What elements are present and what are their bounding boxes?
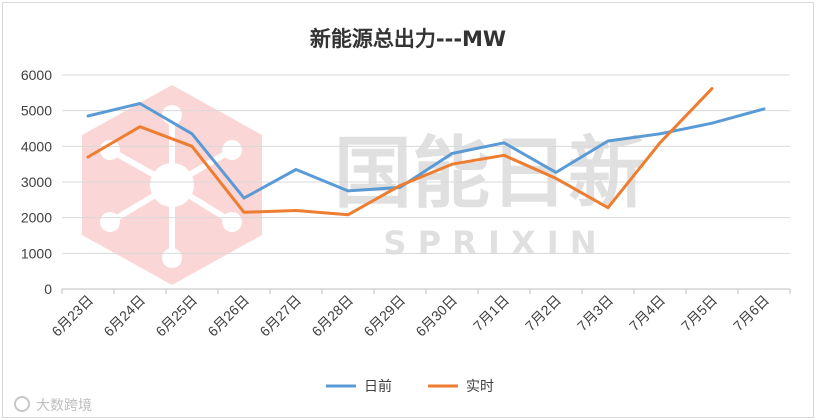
y-axis: 0 1000 2000 3000 4000 5000 6000 xyxy=(21,67,52,297)
watermark-logo-text: 国能日新 xyxy=(334,129,646,219)
y-tick-label: 0 xyxy=(44,281,52,297)
series-line-1 xyxy=(86,102,766,200)
watermark-logo-latin: S P R I X I N xyxy=(383,224,596,262)
legend-label: 实时 xyxy=(466,379,494,395)
y-tick-label: 6000 xyxy=(21,67,52,83)
legend-label: 日前 xyxy=(364,378,392,395)
y-tick-label: 4000 xyxy=(21,138,52,154)
chart-title: 新能源总出力---MW xyxy=(310,27,506,51)
source-watermark: 大数跨境 xyxy=(14,396,92,414)
series-line-2 xyxy=(86,87,714,217)
y-tick-label: 3000 xyxy=(21,174,52,190)
source-watermark-text: 大数跨境 xyxy=(36,398,92,414)
weibo-icon xyxy=(14,396,30,412)
y-tick-label: 2000 xyxy=(21,210,52,226)
series-group xyxy=(86,87,766,217)
y-tick-label: 5000 xyxy=(21,103,52,119)
y-tick-label: 1000 xyxy=(21,245,52,261)
legend: 日前 实时 xyxy=(326,378,494,395)
